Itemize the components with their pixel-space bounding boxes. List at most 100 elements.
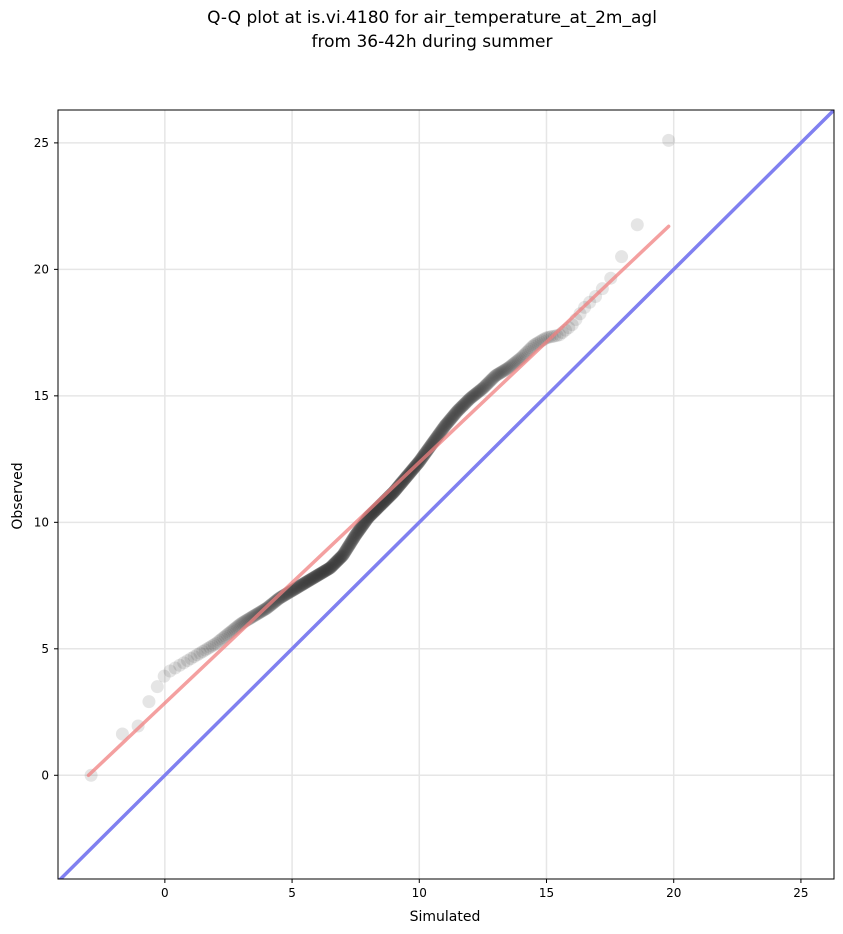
- qq-point: [444, 412, 458, 426]
- fit-line: [86, 224, 671, 778]
- qq-point: [311, 568, 325, 582]
- qq-point: [476, 381, 490, 395]
- qq-point: [329, 555, 343, 569]
- qq-point: [438, 419, 452, 433]
- qq-point: [453, 401, 467, 415]
- qq-point: [269, 594, 283, 608]
- qq-point: [348, 529, 362, 543]
- scatter-points: [84, 133, 676, 782]
- qq-point: [193, 646, 207, 660]
- chart-title-line-1: Q-Q plot at is.vi.4180 for air_temperatu…: [207, 8, 657, 28]
- qq-point: [297, 577, 311, 591]
- qq-point: [491, 367, 505, 381]
- qq-point: [198, 643, 212, 657]
- qq-point: [299, 575, 313, 589]
- qq-point: [319, 563, 333, 577]
- qq-point: [507, 357, 521, 371]
- qq-point: [357, 517, 371, 531]
- qq-point: [340, 542, 354, 556]
- qq-point: [399, 471, 413, 485]
- qq-point: [470, 386, 484, 400]
- qq-point: [457, 397, 471, 411]
- qq-point: [270, 593, 284, 607]
- qq-point: [344, 536, 358, 550]
- qq-point: [450, 405, 464, 419]
- qq-point: [312, 568, 326, 582]
- qq-point: [288, 582, 302, 596]
- qq-point: [329, 555, 343, 569]
- qq-point: [492, 367, 506, 381]
- qq-point: [472, 384, 486, 398]
- qq-point: [476, 381, 490, 395]
- qq-point: [487, 370, 501, 384]
- qq-point: [437, 420, 451, 434]
- qq-point: [310, 569, 324, 583]
- qq-point: [350, 526, 364, 540]
- qq-point: [474, 383, 488, 397]
- qq-point: [479, 378, 493, 392]
- qq-point: [461, 394, 475, 408]
- qq-point: [396, 473, 410, 487]
- qq-point: [303, 573, 317, 587]
- qq-point: [350, 525, 364, 539]
- qq-point: [346, 533, 360, 547]
- qq-point: [436, 422, 450, 436]
- qq-point: [304, 572, 318, 586]
- qq-point: [317, 564, 331, 578]
- qq-point: [339, 544, 353, 558]
- qq-point: [291, 580, 305, 594]
- qq-point: [417, 448, 431, 462]
- qq-point: [394, 476, 408, 490]
- qq-point: [321, 562, 335, 576]
- qq-point: [150, 680, 164, 694]
- qq-point: [465, 390, 479, 404]
- qq-point: [163, 664, 177, 678]
- y-axis-label: Observed: [10, 462, 26, 529]
- qq-point: [508, 356, 522, 370]
- qq-point: [440, 417, 454, 431]
- qq-point: [419, 446, 433, 460]
- qq-point: [307, 571, 321, 585]
- qq-point: [322, 561, 336, 575]
- qq-point: [298, 576, 312, 590]
- qq-point: [313, 567, 327, 581]
- qq-point: [432, 427, 446, 441]
- qq-point: [315, 566, 329, 580]
- qq-point: [205, 639, 219, 653]
- qq-point: [311, 568, 325, 582]
- qq-point: [315, 566, 329, 580]
- qq-point: [245, 610, 259, 624]
- qq-point: [497, 364, 511, 378]
- qq-point: [316, 565, 330, 579]
- qq-point: [336, 549, 350, 563]
- qq-point: [337, 547, 351, 561]
- qq-point: [350, 527, 364, 541]
- qq-point: [346, 532, 360, 546]
- qq-point: [494, 366, 508, 380]
- qq-point: [495, 365, 509, 379]
- qq-point: [471, 385, 485, 399]
- qq-point: [431, 428, 445, 442]
- x-tick-label: 0: [161, 886, 169, 900]
- qq-point: [322, 562, 336, 576]
- qq-point: [220, 628, 234, 642]
- x-tick-label: 20: [666, 886, 681, 900]
- qq-point: [333, 551, 347, 565]
- qq-point: [295, 578, 309, 592]
- qq-point: [353, 522, 367, 536]
- qq-point: [313, 567, 327, 581]
- chart-title-line-2: from 36-42h during summer: [312, 32, 553, 52]
- qq-point: [115, 727, 129, 741]
- qq-point: [458, 396, 472, 410]
- qq-point: [324, 560, 338, 574]
- qq-point: [330, 554, 344, 568]
- qq-point: [334, 550, 348, 564]
- qq-point: [215, 632, 229, 646]
- qq-point: [211, 635, 225, 649]
- y-tick-label: 25: [34, 136, 49, 150]
- qq-point: [268, 595, 282, 609]
- qq-point: [475, 382, 489, 396]
- qq-point: [485, 372, 499, 386]
- qq-point: [505, 358, 519, 372]
- qq-point: [453, 402, 467, 416]
